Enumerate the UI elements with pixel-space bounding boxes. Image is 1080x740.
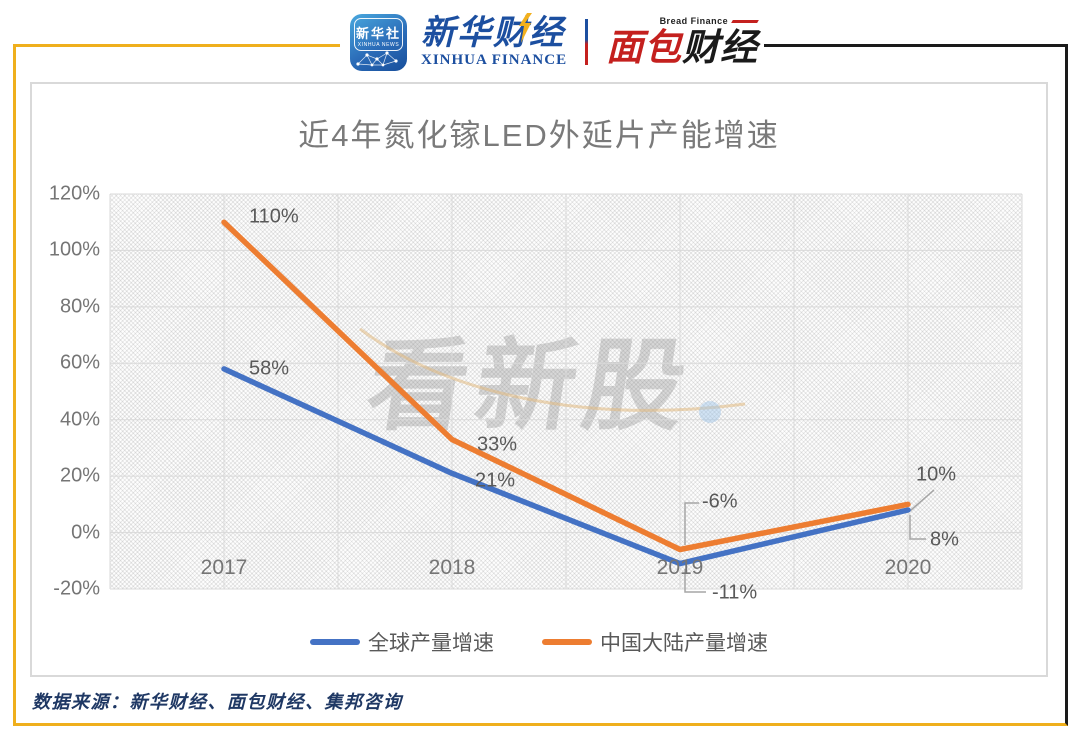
- y-axis-label: 40%: [59, 408, 100, 431]
- bread-finance-en-row: Bread Finance: [606, 15, 759, 27]
- legend-label: 全球产量增速: [368, 632, 494, 655]
- data-label-leader-line: [684, 502, 699, 545]
- data-label: 58%: [249, 357, 290, 380]
- legend-item: 全球产量增速: [310, 627, 494, 657]
- data-label: 21%: [475, 469, 516, 492]
- lightning-icon: [519, 13, 533, 43]
- bread-finance-logo: Bread Finance 面包财经: [606, 15, 759, 69]
- y-axis-label: 0%: [71, 521, 100, 544]
- y-axis-label: -20%: [53, 577, 100, 600]
- xinhua-finance-en-label: XINHUA FINANCE: [421, 52, 568, 68]
- xinhua-news-cn-label: 新华社: [355, 25, 401, 41]
- data-label-leader-line: [909, 489, 935, 512]
- y-axis-label: 60%: [59, 351, 100, 374]
- x-axis-label: 2019: [656, 556, 704, 579]
- y-axis-label: 80%: [59, 295, 100, 318]
- legend-line-swatch: [310, 639, 360, 645]
- y-axis-label: 120%: [48, 182, 100, 205]
- logo-divider: [585, 19, 589, 65]
- xinhua-finance-cn-label: 新华财经: [421, 13, 565, 53]
- bread-finance-cn-label: 面包财经: [606, 27, 758, 69]
- bread-finance-en-label: Bread Finance: [659, 16, 729, 26]
- chart-lines: [109, 193, 1023, 593]
- watermark-swoosh: [359, 327, 746, 412]
- data-source-note: 数据来源：新华财经、面包财经、集邦咨询: [32, 692, 403, 712]
- header-logo-cluster: 新华社 XINHUA NEWS 新华财经 XINHUA FINANCE: [344, 8, 765, 76]
- bread-finance-cn-part2: 财经: [682, 26, 759, 69]
- x-axis-label: 2017: [200, 556, 248, 579]
- bread-finance-cn-part1: 面包: [606, 26, 683, 69]
- xinhua-news-en-label: XINHUA NEWS: [357, 41, 400, 48]
- chart-card: 近4年氮化镓LED外延片产能增速 120% 100% 80% 60% 40% 20% 0% -…: [30, 82, 1048, 677]
- y-axis-label: 20%: [59, 464, 100, 487]
- globe-network-icon: [356, 50, 398, 66]
- top-border-black-segment: [752, 44, 1068, 47]
- series-line: [221, 366, 911, 567]
- chart-title: 近4年氮化镓LED外延片产能增速: [298, 118, 780, 153]
- legend-line-swatch: [542, 639, 592, 645]
- x-axis-label: 2020: [884, 556, 932, 579]
- chart-legend: 全球产量增速 中国大陆产量增速: [32, 628, 1046, 656]
- xinhua-news-logo: 新华社 XINHUA NEWS: [350, 13, 407, 71]
- xinhua-finance-logo: 新华财经 XINHUA FINANCE: [421, 13, 568, 69]
- y-axis-tick-labels: 120% 100% 80% 60% 40% 20% 0% -20%: [32, 84, 100, 675]
- y-axis-label: 100%: [48, 238, 100, 261]
- plot-labels-layer: 58% 21% -11% 8% 110% 33% -6% 10% 2017 2018 2019 202…: [110, 194, 1022, 604]
- bread-finance-swoosh: [731, 19, 759, 23]
- top-border-gold-segment: [13, 44, 340, 47]
- legend-item: 中国大陆产量增速: [542, 627, 768, 657]
- legend-label: 中国大陆产量增速: [600, 632, 768, 655]
- x-axis-label: 2018: [428, 556, 476, 579]
- data-label: 8%: [930, 528, 959, 551]
- watermark-dot: [699, 401, 721, 423]
- data-label-leader-line: [909, 515, 926, 540]
- data-label: -11%: [712, 581, 758, 604]
- series-line: [221, 219, 911, 553]
- outer-frame: [13, 44, 1068, 726]
- data-label: -6%: [702, 490, 738, 513]
- data-label: 10%: [916, 463, 957, 486]
- data-label: 33%: [477, 433, 518, 456]
- data-label-leader-line: [684, 569, 706, 593]
- data-label: 110%: [249, 205, 299, 228]
- xinhua-news-logo-frame: 新华社 XINHUA NEWS: [354, 17, 403, 51]
